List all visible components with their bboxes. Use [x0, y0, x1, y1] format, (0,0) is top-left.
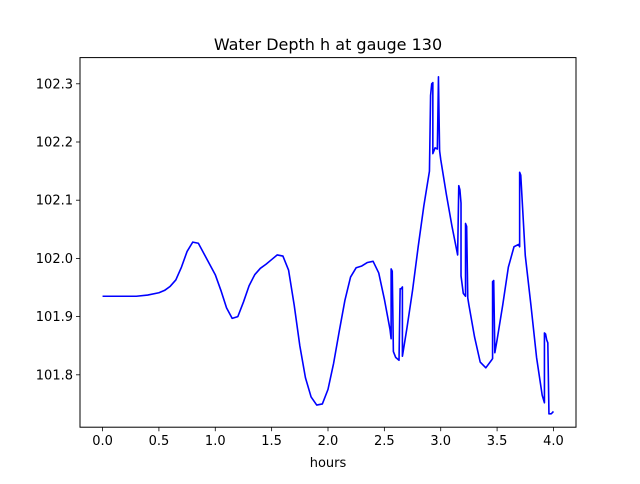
y-tick-label: 101.8 [36, 368, 73, 383]
y-axis: 101.8 101.9 102.0 102.1 102.2 102.3 [36, 77, 80, 383]
series-line-0 [102, 76, 555, 415]
x-tick-label: 2.0 [318, 434, 339, 449]
x-tick-label: 0.5 [149, 434, 170, 449]
x-tick-label: 3.5 [487, 434, 508, 449]
y-tick-label: 102.2 [36, 135, 73, 150]
x-tick-label: 4.0 [543, 434, 564, 449]
x-tick-label: 0.0 [92, 434, 113, 449]
x-tick-label: 3.0 [430, 434, 451, 449]
x-axis: 0.0 0.5 1.0 1.5 2.0 2.5 3.0 3.5 4.0 [92, 427, 564, 449]
y-tick-label: 102.1 [36, 194, 73, 209]
series-layer [102, 76, 555, 415]
plot-frame [79, 57, 577, 428]
chart-title: Water Depth h at gauge 130 [214, 35, 442, 54]
x-axis-label: hours [310, 456, 347, 471]
y-tick-label: 101.9 [36, 310, 73, 325]
x-tick-label: 2.5 [374, 434, 395, 449]
y-tick-label: 102.3 [36, 77, 73, 92]
x-tick-label: 1.0 [205, 434, 226, 449]
y-tick-label: 102.0 [36, 252, 73, 267]
x-tick-label: 1.5 [261, 434, 282, 449]
